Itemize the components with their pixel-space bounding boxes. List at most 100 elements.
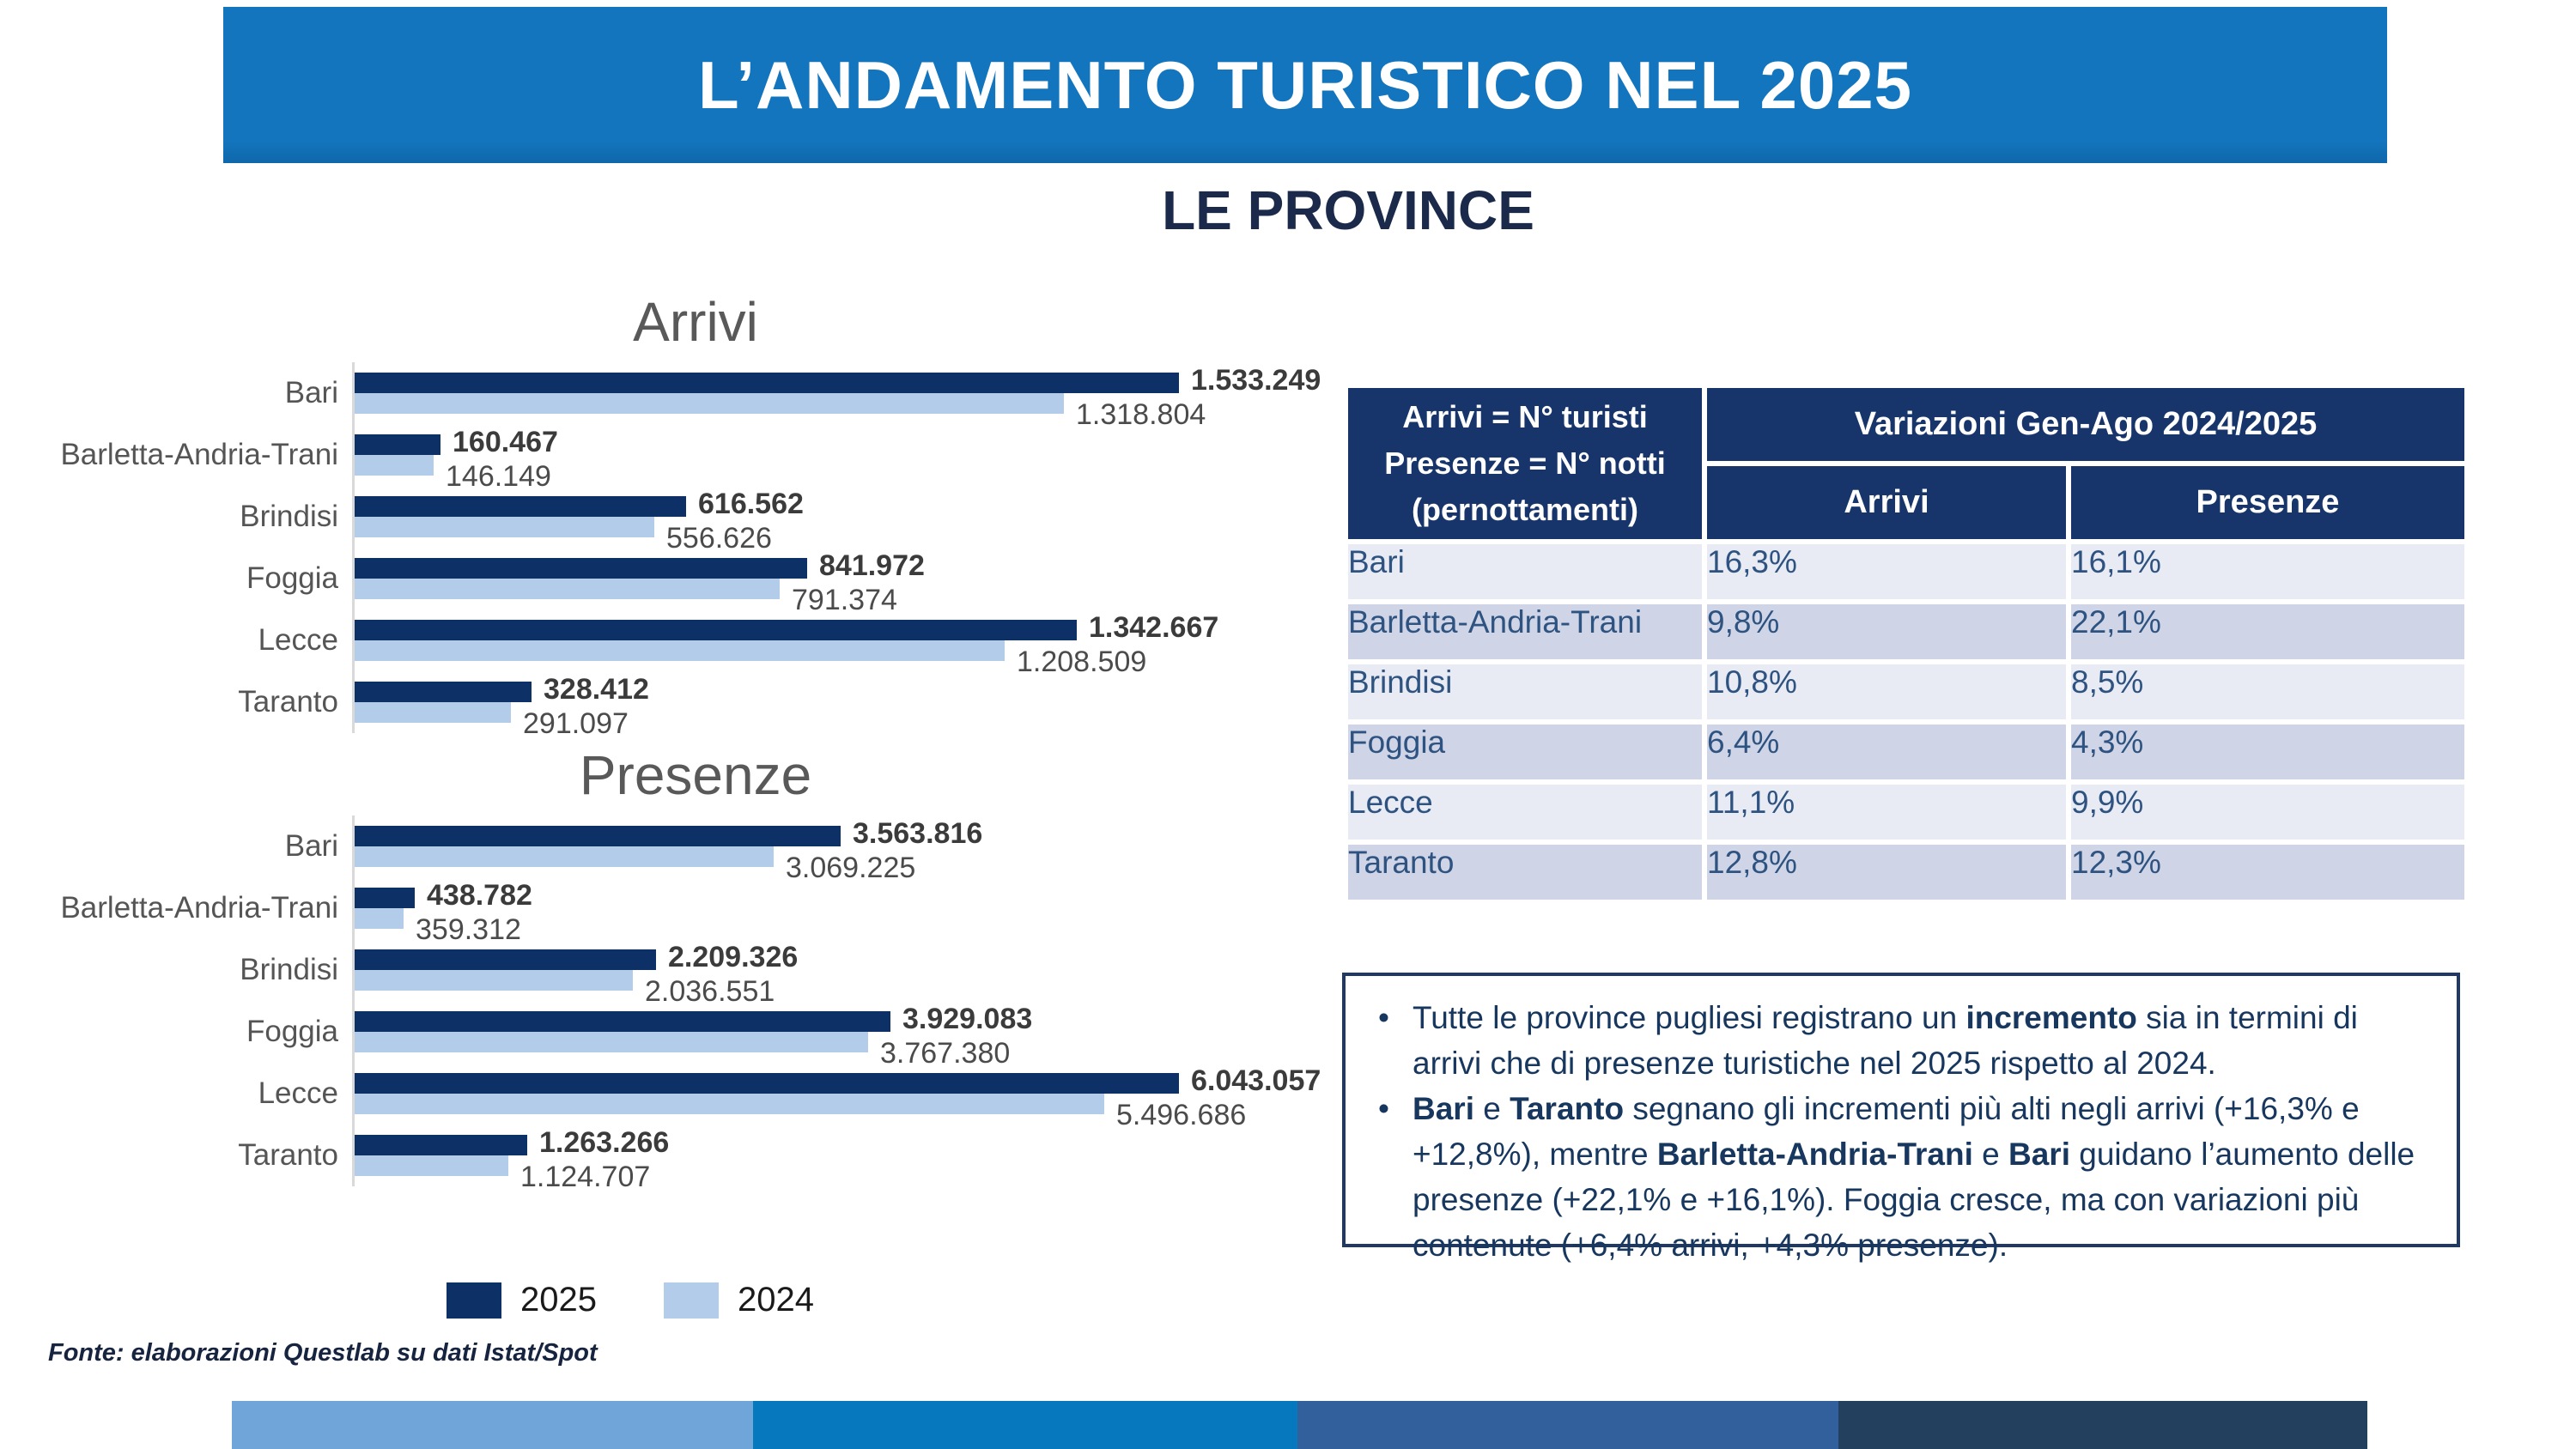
category-bars: 438.782 359.312: [352, 877, 1340, 946]
corner-line-1: Arrivi = N° turisti: [1402, 399, 1648, 434]
value-label-2025: 328.412: [544, 672, 649, 706]
category-bars: 1.263.266 1.124.707: [352, 1125, 1340, 1193]
bar-2024: [355, 970, 633, 991]
note-bullet: • Bari e Taranto segnano gli incrementi p…: [1371, 1086, 2431, 1268]
category-label: Brindisi: [240, 952, 338, 986]
value-label-2025: 1.263.266: [539, 1125, 670, 1159]
table-cell-arrivi: 10,8%: [1707, 664, 2066, 719]
table-cell-presenze: 16,1%: [2071, 544, 2464, 599]
table-row-label: Foggia: [1348, 724, 1702, 779]
bar-2025: [355, 1073, 1179, 1094]
category-label: Brindisi: [240, 499, 338, 533]
page-title: L’ANDAMENTO TURISTICO NEL 2025: [697, 46, 1912, 123]
bar-line-2024: 3.767.380: [355, 1032, 1340, 1070]
note-text: Barletta-Andria-Trani: [1656, 1137, 1973, 1172]
category-bars: 160.467 146.149: [352, 424, 1340, 493]
bar-line-2025: 328.412: [355, 673, 1340, 706]
bar-line-2025: 160.467: [355, 426, 1340, 458]
category-label: Foggia: [246, 1014, 338, 1048]
chart-legend: 2025 2024: [447, 1281, 814, 1319]
chart-title-presenze: Presenze: [579, 744, 812, 806]
bar-line-2024: 1.318.804: [355, 393, 1340, 431]
table-cell-presenze: 12,3%: [2071, 845, 2464, 900]
subtitle: LE PROVINCE: [1162, 179, 1534, 241]
chart-title-arrivi: Arrivi: [633, 291, 758, 353]
category-label: Taranto: [238, 1137, 338, 1172]
notes-box: • Tutte le province pugliesi registrano u…: [1342, 973, 2460, 1263]
category-label: Lecce: [258, 622, 338, 657]
bar-line-2024: 1.208.509: [355, 640, 1340, 678]
table-cell-arrivi: 6,4%: [1707, 724, 2066, 779]
category-bars: 1.342.667 1.208.509: [352, 609, 1340, 678]
arrivi-chart: Arrivi Bari 1.533.249 1.318.804 Barletta-An…: [52, 290, 1340, 740]
table-cell-arrivi: 11,1%: [1707, 785, 2066, 840]
value-label-2025: 6.043.057: [1191, 1064, 1321, 1097]
bar-line-2024: 359.312: [355, 908, 1340, 946]
category-bars: 841.972 791.374: [352, 548, 1340, 616]
bar-2024: [355, 846, 774, 867]
corner-line-3: (pernottamenti): [1412, 492, 1638, 527]
table-cell-presenze: 8,5%: [2071, 664, 2464, 719]
bar-2025: [355, 826, 841, 846]
bar-2025: [355, 558, 807, 579]
category-label: Lecce: [258, 1076, 338, 1110]
value-label-2024: 791.374: [792, 583, 897, 616]
bar-2025: [355, 682, 532, 702]
bar-2024: [355, 579, 780, 599]
bar-2024: [355, 1155, 508, 1176]
corner-line-2: Presenze = N° notti: [1384, 446, 1666, 481]
legend-label-2024: 2024: [737, 1281, 814, 1319]
category-label: Bari: [284, 828, 338, 863]
value-label-2025: 3.563.816: [853, 816, 983, 850]
category-bars: 2.209.326 2.036.551: [352, 939, 1340, 1008]
bar-line-2024: 146.149: [355, 455, 1340, 493]
title-banner: L’ANDAMENTO TURISTICO NEL 2025: [223, 7, 2387, 163]
note-text: sia in termini di arrivi che di presenze…: [1413, 1000, 2358, 1081]
chart-row: Taranto 328.412 291.097: [52, 671, 1340, 740]
chart-row: Brindisi 616.562 556.626: [52, 486, 1340, 555]
value-label-2024: 1.124.707: [520, 1160, 651, 1193]
table-cell-presenze: 22,1%: [2071, 604, 2464, 659]
category-label: Foggia: [246, 561, 338, 595]
bar-line-2024: 1.124.707: [355, 1155, 1340, 1193]
bar-line-2024: 5.496.686: [355, 1094, 1340, 1131]
chart-row: Barletta-Andria-Trani 160.467 146.149: [52, 424, 1340, 493]
value-label-2025: 1.533.249: [1191, 363, 1321, 397]
value-label-2025: 160.467: [453, 425, 558, 458]
legend-swatch-2024: [663, 1282, 719, 1319]
chart-row: Foggia 3.929.083 3.767.380: [52, 1001, 1340, 1070]
value-label-2024: 1.208.509: [1017, 645, 1147, 678]
bar-line-2024: 556.626: [355, 517, 1340, 555]
table-cell-arrivi: 12,8%: [1707, 845, 2066, 900]
category-label: Bari: [284, 375, 338, 409]
note-text: segnano gli incrementi più alti negli ar…: [1413, 1091, 2360, 1172]
value-label-2024: 3.767.380: [880, 1036, 1011, 1070]
table-row-label: Brindisi: [1348, 664, 1702, 719]
legend-label-2025: 2025: [520, 1281, 597, 1319]
bar-2025: [355, 888, 415, 908]
bar-line-2025: 438.782: [355, 879, 1340, 912]
bar-2024: [355, 640, 1005, 661]
table-cell-presenze: 4,3%: [2071, 724, 2464, 779]
value-label-2024: 359.312: [416, 912, 521, 946]
note-text: incremento: [1965, 1000, 2137, 1035]
footer-bar-segment-2: [753, 1401, 1297, 1449]
bar-2024: [355, 517, 654, 537]
table-cell-presenze: 9,9%: [2071, 785, 2464, 840]
bar-line-2025: 6.043.057: [355, 1064, 1340, 1097]
note-text: Tutte le province pugliesi registrano un: [1413, 1000, 1966, 1035]
bar-2025: [355, 496, 686, 517]
bar-line-2025: 1.533.249: [355, 364, 1340, 397]
chart-row: Barletta-Andria-Trani 438.782 359.312: [52, 877, 1340, 946]
col-header-arrivi: Arrivi: [1707, 466, 2066, 539]
legend-item-2024: 2024: [663, 1281, 814, 1319]
value-label-2024: 2.036.551: [645, 974, 775, 1008]
value-label-2025: 841.972: [819, 549, 925, 582]
table-row-label: Taranto: [1348, 845, 1702, 900]
table-header-variazioni: Variazioni Gen-Ago 2024/2025: [1707, 388, 2464, 461]
category-label: Barletta-Andria-Trani: [60, 437, 338, 471]
bar-2024: [355, 702, 511, 723]
bar-line-2025: 3.563.816: [355, 817, 1340, 850]
category-bars: 6.043.057 5.496.686: [352, 1063, 1340, 1131]
value-label-2025: 1.342.667: [1089, 610, 1219, 644]
